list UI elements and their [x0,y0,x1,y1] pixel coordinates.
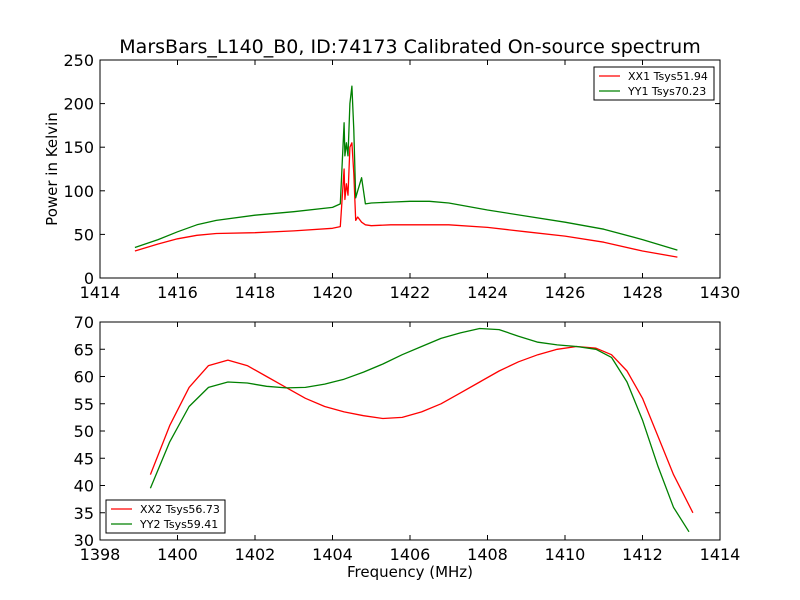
y-tick-label: 65 [74,340,94,359]
legend-label: YY2 Tsys59.41 [139,518,218,531]
legend-box [593,66,715,101]
y-tick-label: 30 [74,531,94,550]
legend-label: XX2 Tsys56.73 [140,503,220,516]
y-tick-label: 200 [63,95,94,114]
x-tick-label: 1404 [312,545,353,564]
x-tick-label: 1414 [80,283,121,302]
x-tick-label: 1410 [545,545,586,564]
x-tick-label: 1398 [80,545,121,564]
y-tick-label: 50 [74,225,94,244]
y-tick-label: 55 [74,395,94,414]
series-line-1 [149,345,694,514]
x-tick-label: 1424 [467,283,508,302]
y-tick-label: 60 [74,368,94,387]
bottom-spectrum-plot: 1398 1400 1402 1404 1406 1408 1410 1412 1414 30 35… [74,313,741,581]
y-tick-label: 70 [74,313,94,332]
y-tick-label: 40 [74,477,94,496]
x-tick-label: 1408 [467,545,508,564]
top-spectrum-plot: 1414 1416 1418 1420 1422 1424 1426 1428 1430 0 50 1… [43,51,740,302]
series-line-2 [149,327,690,533]
x-tick-label: 1430 [700,283,741,302]
y-tick-label: 45 [74,449,94,468]
y-tick-label: 150 [63,138,94,157]
y-axis-label: Power in Kelvin [43,112,61,226]
y-tick-label: 100 [63,182,94,201]
x-axis-label: Frequency (MHz) [347,563,473,581]
series-line-2 [134,85,678,251]
x-tick-label: 1422 [390,283,431,302]
legend-label: YY1 Tsys70.23 [627,85,706,98]
x-tick-label: 1402 [235,545,276,564]
legend-box [105,499,226,534]
y-tick-label: 0 [84,269,94,288]
y-tick-label: 35 [74,504,94,523]
x-tick-label: 1428 [622,283,663,302]
x-tick-label: 1420 [312,283,353,302]
x-tick-label: 1416 [157,283,198,302]
x-tick-label: 1418 [235,283,276,302]
series-line-1 [134,142,678,258]
x-tick-label: 1400 [157,545,198,564]
x-tick-label: 1406 [390,545,431,564]
legend-label: XX1 Tsys51.94 [628,70,708,83]
x-tick-label: 1426 [545,283,586,302]
y-tick-label: 50 [74,422,94,441]
x-tick-label: 1412 [622,545,663,564]
y-tick-label: 250 [63,51,94,70]
chart-title: MarsBars_L140_B0, ID:74173 Calibrated On… [119,36,700,58]
x-tick-label: 1414 [700,545,741,564]
